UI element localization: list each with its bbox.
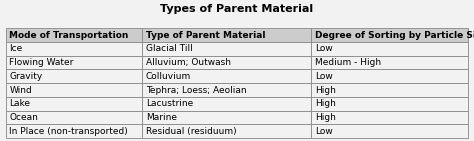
Text: Types of Parent Material: Types of Parent Material [160, 4, 314, 14]
Bar [311, 28, 468, 42]
Text: Glacial Till: Glacial Till [146, 44, 193, 53]
Text: Lake: Lake [9, 99, 30, 108]
Text: High: High [315, 99, 336, 108]
Text: Wind: Wind [9, 86, 32, 95]
Text: Medium - High: Medium - High [315, 58, 381, 67]
Text: Ice: Ice [9, 44, 23, 53]
Text: High: High [315, 113, 336, 122]
Text: In Place (non-transported): In Place (non-transported) [9, 127, 128, 136]
Bar [6, 42, 142, 56]
Text: Tephra; Loess; Aeolian: Tephra; Loess; Aeolian [146, 86, 246, 95]
Bar [311, 111, 468, 124]
Bar [142, 56, 311, 69]
Bar [142, 28, 311, 42]
Bar [311, 56, 468, 69]
Text: Low: Low [315, 72, 333, 81]
Bar [6, 69, 142, 83]
Bar [6, 97, 142, 111]
Bar [311, 69, 468, 83]
Bar [142, 83, 311, 97]
Text: Gravity: Gravity [9, 72, 43, 81]
Text: Alluvium; Outwash: Alluvium; Outwash [146, 58, 231, 67]
Bar [311, 83, 468, 97]
Text: Flowing Water: Flowing Water [9, 58, 74, 67]
Text: Colluvium: Colluvium [146, 72, 191, 81]
Text: Low: Low [315, 44, 333, 53]
Bar [311, 97, 468, 111]
Bar [142, 42, 311, 56]
Text: Lacustrine: Lacustrine [146, 99, 193, 108]
Bar [311, 42, 468, 56]
Text: Mode of Transportation: Mode of Transportation [9, 31, 129, 40]
Text: Low: Low [315, 127, 333, 136]
Bar [6, 111, 142, 124]
Bar [6, 28, 142, 42]
Text: Marine: Marine [146, 113, 177, 122]
Bar [6, 83, 142, 97]
Bar [142, 69, 311, 83]
Text: Type of Parent Material: Type of Parent Material [146, 31, 265, 40]
Bar [311, 124, 468, 138]
Bar [6, 124, 142, 138]
Text: Ocean: Ocean [9, 113, 38, 122]
Bar [142, 97, 311, 111]
Bar [142, 111, 311, 124]
Bar [142, 124, 311, 138]
Text: Residual (residuum): Residual (residuum) [146, 127, 237, 136]
Text: High: High [315, 86, 336, 95]
Bar [6, 56, 142, 69]
Text: Degree of Sorting by Particle Size: Degree of Sorting by Particle Size [315, 31, 474, 40]
